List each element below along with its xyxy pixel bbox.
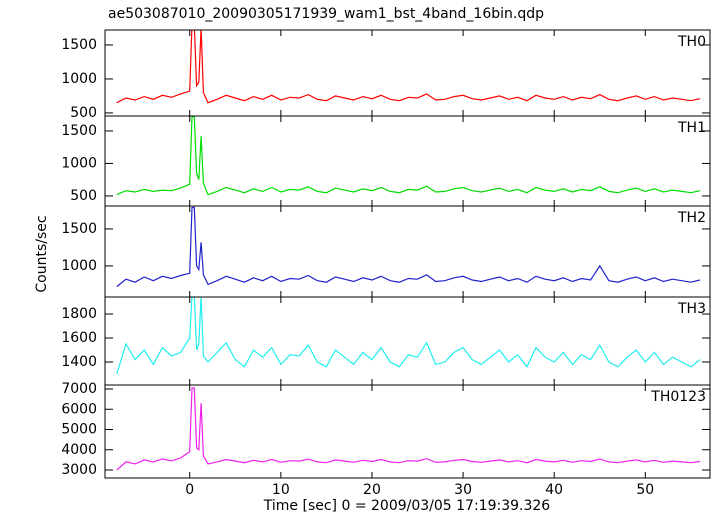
- y-tick-label: 1500: [61, 123, 97, 139]
- y-tick-label: 1500: [61, 37, 97, 53]
- series-line: [116, 387, 701, 471]
- x-axis-label: Time [sec] 0 = 2009/03/05 17:19:39.326: [263, 498, 551, 514]
- x-tick-label: 30: [454, 482, 472, 498]
- y-tick-label: 7000: [61, 381, 97, 397]
- panel-label: TH2: [677, 210, 706, 226]
- series-line: [116, 116, 701, 196]
- y-tick-label: 1800: [61, 306, 97, 322]
- y-tick-label: 1000: [61, 155, 97, 171]
- series-line: [116, 297, 701, 375]
- panel-label: TH1: [677, 120, 706, 136]
- x-tick-label: 10: [272, 482, 290, 498]
- y-tick-label: 5000: [61, 422, 97, 438]
- series-line: [116, 206, 701, 288]
- y-tick-label: 1600: [61, 330, 97, 346]
- x-tick-label: 20: [363, 482, 381, 498]
- x-tick-label: 40: [545, 482, 563, 498]
- y-tick-label: 3000: [61, 462, 97, 478]
- y-tick-label: 1400: [61, 354, 97, 370]
- y-tick-label: 500: [70, 105, 97, 121]
- y-axis-label: Counts/sec: [34, 215, 50, 292]
- y-tick-label: 1000: [61, 71, 97, 87]
- panel-label: TH0: [677, 34, 706, 50]
- panel-label: TH3: [677, 301, 706, 317]
- y-tick-label: 6000: [61, 401, 97, 417]
- panel-label: TH0123: [650, 389, 706, 405]
- x-tick-label: 0: [185, 482, 194, 498]
- panel-frame: [104, 384, 711, 479]
- y-tick-label: 1500: [61, 221, 97, 237]
- series-line: [116, 30, 701, 104]
- chart-title: ae503087010_20090305171939_wam1_bst_4ban…: [108, 6, 544, 22]
- y-tick-label: 1000: [61, 258, 97, 274]
- y-tick-label: 500: [70, 188, 97, 204]
- y-tick-label: 4000: [61, 442, 97, 458]
- x-tick-label: 50: [636, 482, 654, 498]
